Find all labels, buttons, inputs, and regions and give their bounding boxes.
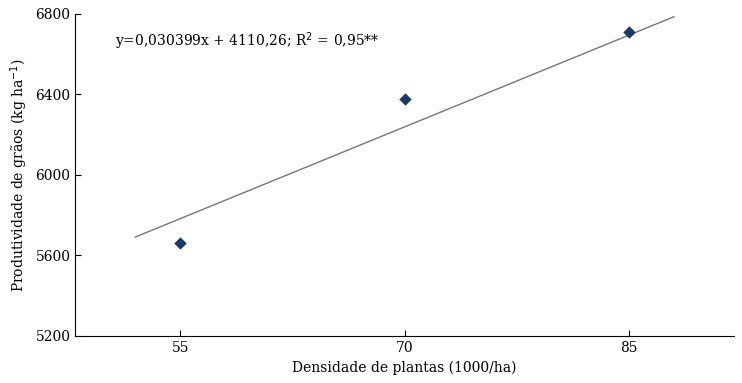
Point: [623, 29, 635, 35]
Y-axis label: Produtividade de grãos (kg ha$^{-1}$): Produtividade de grãos (kg ha$^{-1}$): [8, 58, 30, 292]
Point: [174, 240, 186, 246]
Text: y=0,030399x + 4110,26; R$^{2}$ = 0,95**: y=0,030399x + 4110,26; R$^{2}$ = 0,95**: [115, 30, 379, 52]
Point: [398, 96, 410, 102]
X-axis label: Densidade de plantas (1000/ha): Densidade de plantas (1000/ha): [292, 360, 517, 375]
